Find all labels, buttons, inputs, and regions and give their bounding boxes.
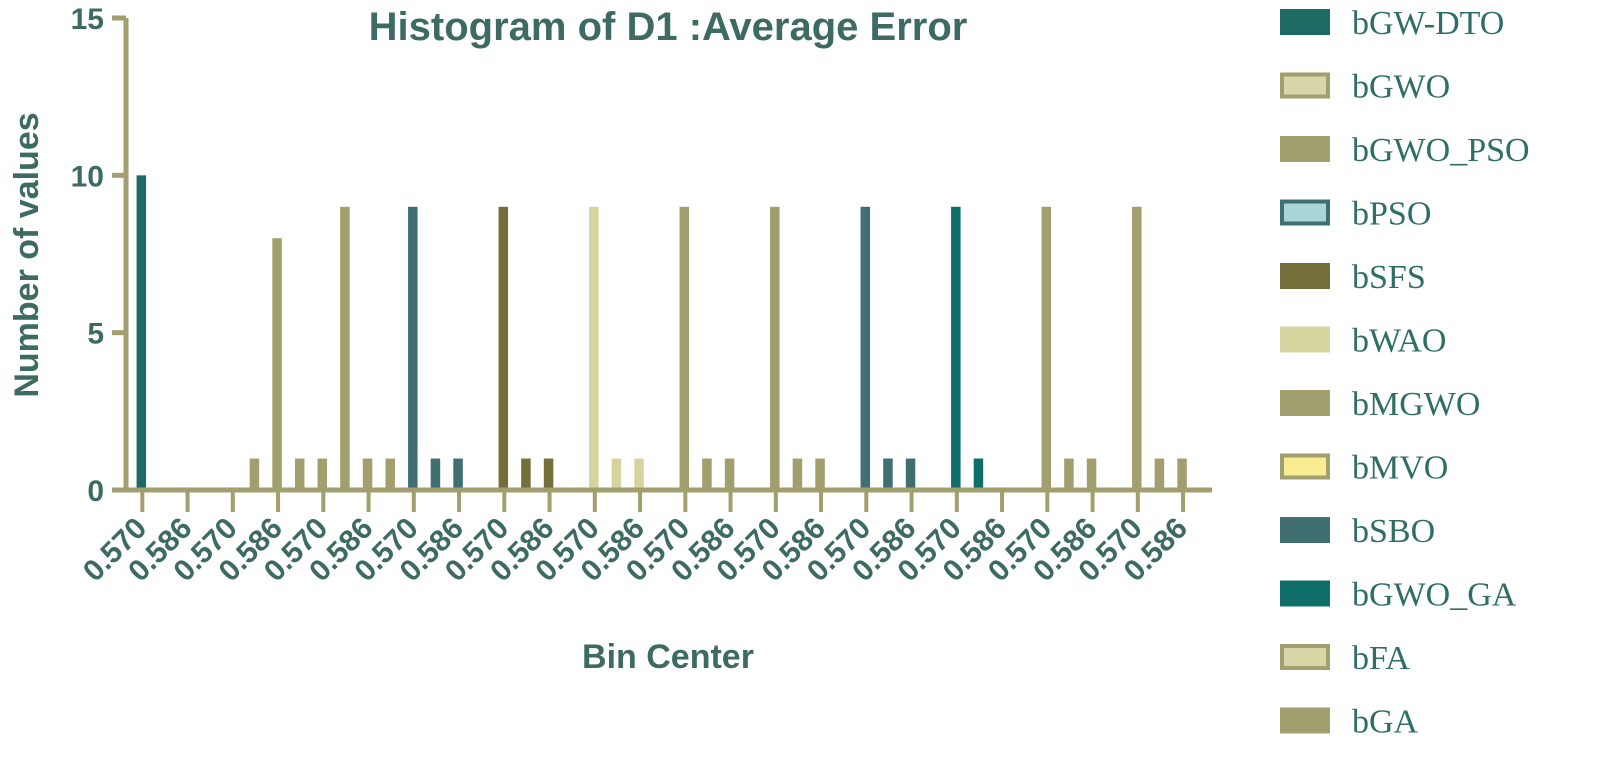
histogram-bar [521, 458, 531, 490]
legend-label: bGA [1352, 704, 1419, 741]
legend-label: bPSO [1352, 196, 1431, 233]
histogram-bar [385, 458, 395, 490]
legend-swatch [1280, 517, 1330, 543]
histogram-bar [702, 458, 712, 490]
histogram-bar [1086, 458, 1097, 490]
plot-area: 0510150.5700.5860.5700.5860.5700.5860.57… [71, 3, 1212, 588]
legend: bGW-DTO bGWO bGWO_PSO bPSO bSFS bWAO bMGWO bMVO… [1280, 5, 1530, 741]
legend-swatch [1280, 644, 1330, 670]
histogram-bar [1132, 206, 1142, 491]
histogram-bar [408, 206, 418, 491]
legend-label: bSFS [1352, 259, 1426, 296]
legend-swatch [1280, 9, 1330, 35]
histogram-bar [883, 458, 893, 490]
histogram-bar [679, 206, 690, 491]
legend-label: bGWO_GA [1352, 577, 1517, 614]
histogram-bar [951, 206, 961, 491]
chart-title: Histogram of D1 :Average Error [369, 5, 968, 49]
histogram-bar [136, 175, 147, 491]
histogram-bar [792, 458, 803, 490]
y-tick-label: 5 [87, 318, 104, 351]
legend-swatch [1280, 707, 1330, 734]
histogram-bar [453, 458, 463, 490]
y-tick-label: 15 [71, 3, 104, 36]
histogram-bar [249, 458, 260, 490]
histogram-bar [317, 458, 328, 490]
histogram-bar [272, 238, 282, 490]
legend-label: bGW-DTO [1352, 5, 1504, 42]
histogram-bar [589, 206, 599, 491]
legend-label: bMVO [1352, 450, 1448, 487]
y-axis-title: Number of values [8, 112, 46, 397]
legend-swatch [1280, 263, 1330, 289]
histogram-bar [362, 458, 373, 490]
histogram-bar [815, 458, 825, 490]
legend-swatch [1280, 390, 1330, 416]
legend-swatch [1280, 136, 1330, 162]
legend-label: bSBO [1352, 513, 1435, 550]
histogram-bar [340, 206, 350, 491]
histogram-bar [770, 206, 780, 491]
legend-swatch [1280, 453, 1330, 480]
histogram-bar [724, 458, 735, 490]
legend-swatch [1280, 326, 1330, 353]
histogram-bar [1177, 458, 1187, 490]
legend-swatch [1280, 72, 1330, 99]
histogram-bar [498, 206, 509, 491]
histogram-bar [611, 458, 622, 490]
legend-swatch [1280, 580, 1330, 607]
histogram-bar [860, 206, 871, 491]
histogram-bar [1064, 458, 1074, 490]
legend-label: bWAO [1352, 323, 1446, 360]
legend-label: bMGWO [1352, 386, 1480, 423]
y-tick-label: 0 [87, 475, 104, 508]
legend-label: bGWO [1352, 69, 1450, 106]
x-axis-title: Bin Center [582, 638, 754, 676]
histogram-bar [905, 458, 916, 490]
histogram-bar [430, 458, 441, 490]
histogram-bar [294, 458, 305, 490]
legend-swatch [1280, 199, 1330, 226]
histogram-bar [1154, 458, 1165, 490]
legend-label: bGWO_PSO [1352, 132, 1530, 169]
histogram-bar [1041, 206, 1052, 491]
histogram-bar [973, 458, 984, 490]
y-tick-label: 10 [71, 160, 104, 193]
histogram-bar [543, 458, 554, 490]
histogram-bar [634, 458, 644, 490]
legend-label: bFA [1352, 640, 1410, 677]
